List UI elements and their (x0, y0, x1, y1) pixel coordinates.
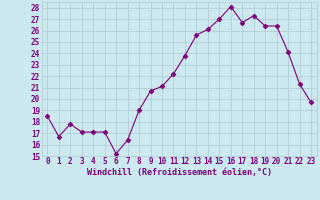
X-axis label: Windchill (Refroidissement éolien,°C): Windchill (Refroidissement éolien,°C) (87, 168, 272, 177)
